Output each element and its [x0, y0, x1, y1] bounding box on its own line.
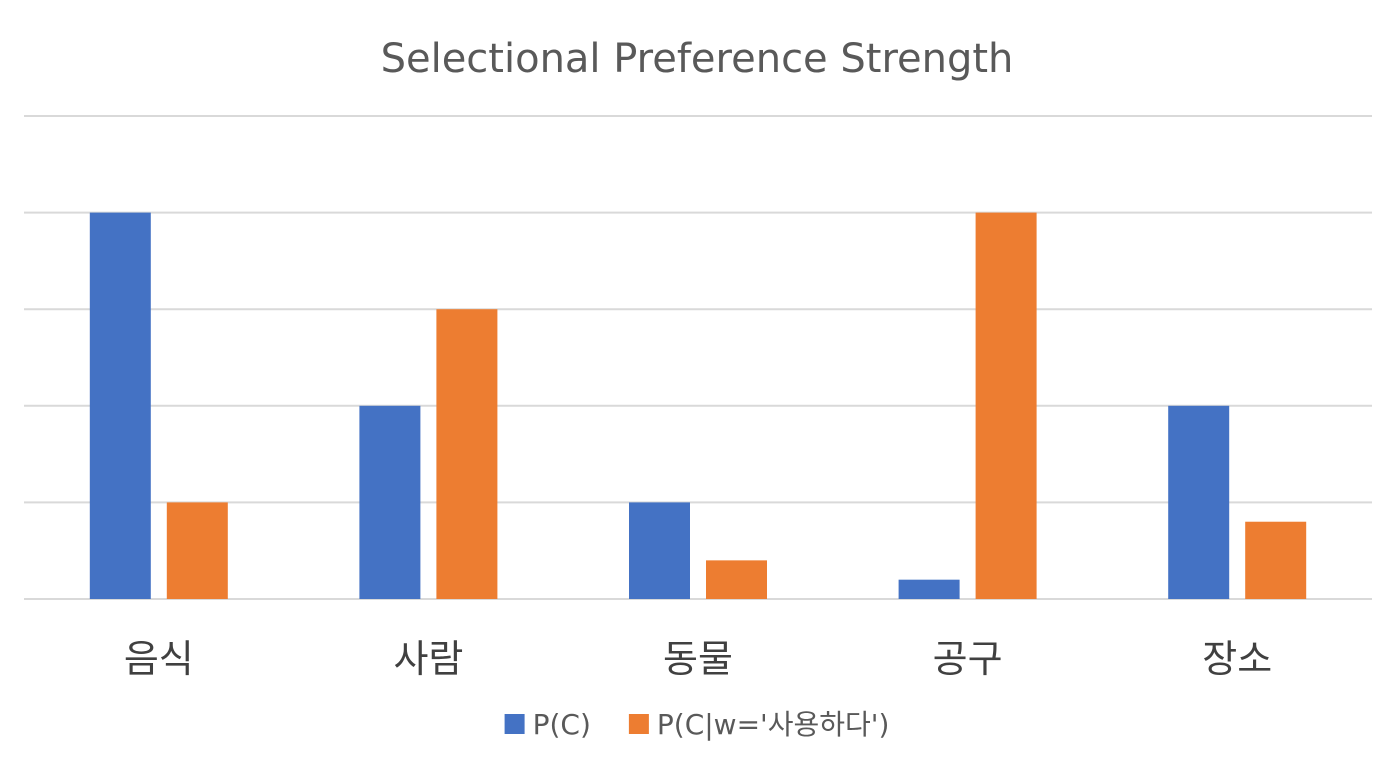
bar-series1-cat2 [706, 560, 767, 599]
bar-series0-cat0 [89, 212, 151, 599]
bar-series1-cat1 [436, 309, 498, 599]
legend-label-0: P(C) [533, 708, 591, 741]
category-labels: 음식 사람 동물 공구 장소 [124, 637, 1272, 681]
category-label-4: 장소 [1202, 637, 1272, 681]
gridlines [24, 115, 1372, 600]
chart-title: Selectional Preference Strength [381, 36, 1014, 82]
category-label-2: 동물 [663, 637, 733, 681]
category-label-1: 사람 [393, 637, 463, 681]
category-label-3: 공구 [933, 637, 1003, 681]
bar-series1-cat4 [1245, 521, 1307, 599]
bar-series0-cat2 [629, 502, 690, 599]
legend-swatch-0 [504, 714, 525, 734]
bar-series0-cat3 [898, 579, 960, 599]
legend-item-1: P(C|w='사용하다') [628, 708, 890, 741]
bar-series0-cat4 [1168, 405, 1230, 599]
legend-swatch-1 [628, 714, 649, 734]
legend-item-0: P(C) [504, 708, 591, 741]
legend: P(C) P(C|w='사용하다') [504, 708, 890, 741]
bar-series1-cat3 [975, 212, 1037, 599]
bar-series1-cat0 [166, 502, 228, 599]
category-label-0: 음식 [124, 637, 194, 681]
legend-label-1: P(C|w='사용하다') [657, 708, 890, 741]
bars [89, 212, 1307, 599]
bar-series0-cat1 [359, 405, 421, 599]
